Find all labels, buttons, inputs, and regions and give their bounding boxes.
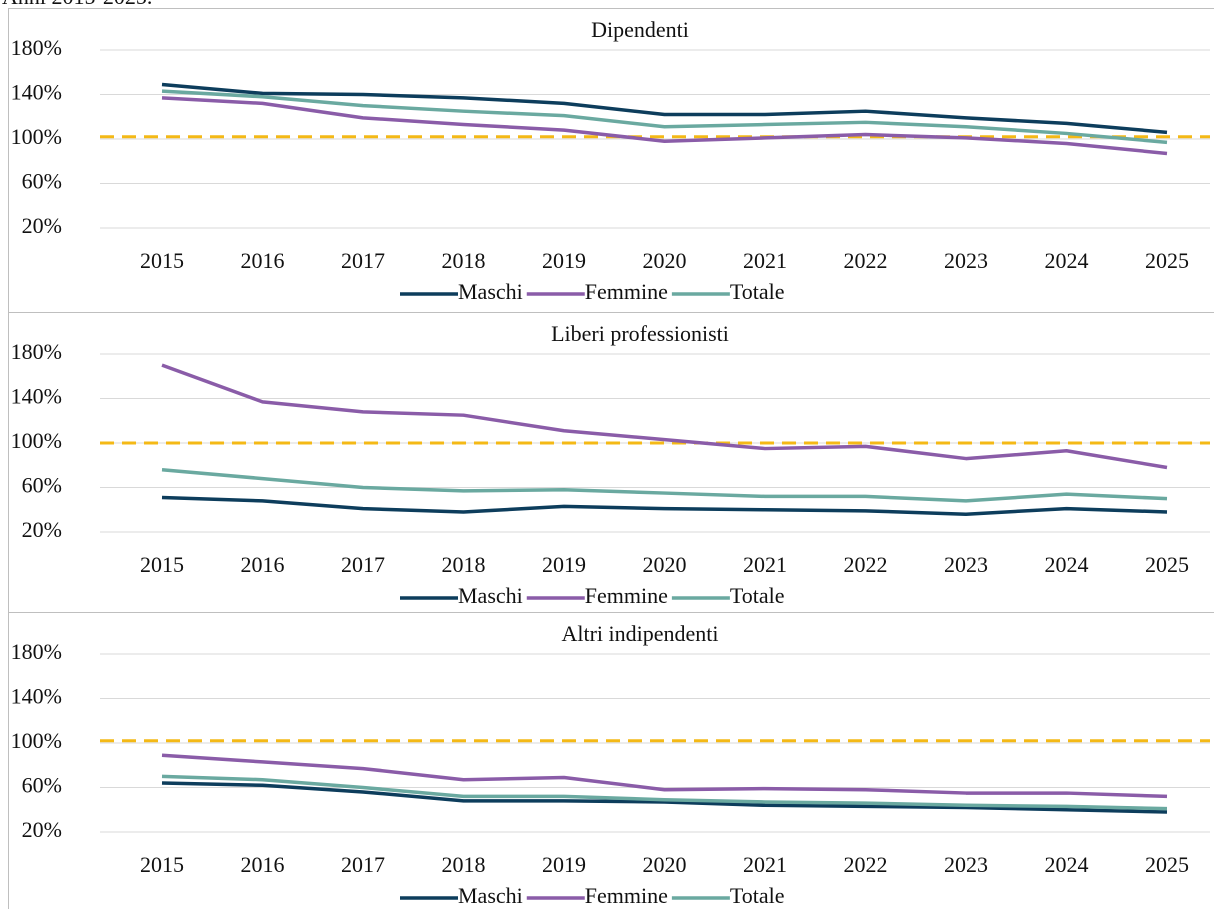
series-line xyxy=(161,82,1168,135)
x-tick-label: 2017 xyxy=(341,248,385,273)
series-line xyxy=(161,781,1168,814)
x-tick-label: 2024 xyxy=(1045,248,1089,273)
chart-title: Altri indipendenti xyxy=(561,621,718,646)
x-tick-label: 2017 xyxy=(341,852,385,877)
legend-label: Femmine xyxy=(585,883,668,908)
legend-label: Maschi xyxy=(458,279,523,304)
series-line xyxy=(161,363,1168,470)
y-tick-label: 100% xyxy=(11,124,62,149)
chart-panel: Dipendenti 20% 60% 100% 140% 180% 2015 2016 2017… xyxy=(8,8,1214,313)
legend-label: Totale xyxy=(730,279,785,304)
x-tick-label: 2015 xyxy=(140,852,184,877)
x-tick-label: 2016 xyxy=(241,248,285,273)
chart-panel: Altri indipendenti 20% 60% 100% 140% 180% 2015… xyxy=(8,612,1214,909)
panel-border xyxy=(8,8,1214,313)
x-tick-label: 2025 xyxy=(1145,248,1189,273)
x-tick-label: 2020 xyxy=(643,248,687,273)
legend-label: Femmine xyxy=(585,583,668,608)
x-tick-label: 2023 xyxy=(944,248,988,273)
y-tick-label: 140% xyxy=(11,80,62,105)
series-line xyxy=(161,495,1168,516)
y-tick-label: 100% xyxy=(11,428,62,453)
y-tick-label: 180% xyxy=(11,35,62,60)
legend: Maschi Femmine Totale xyxy=(400,883,785,908)
y-tick-label: 20% xyxy=(22,517,62,542)
x-tick-label: 2022 xyxy=(844,552,888,577)
x-tick-label: 2023 xyxy=(944,552,988,577)
x-tick-label: 2021 xyxy=(743,248,787,273)
x-tick-label: 2020 xyxy=(643,852,687,877)
x-tick-label: 2015 xyxy=(140,248,184,273)
legend-label: Maschi xyxy=(458,583,523,608)
legend-label: Totale xyxy=(730,583,785,608)
chart-title: Dipendenti xyxy=(591,17,689,42)
x-tick-label: 2024 xyxy=(1045,852,1089,877)
x-tick-label: 2022 xyxy=(844,852,888,877)
x-tick-label: 2023 xyxy=(944,852,988,877)
series-line xyxy=(161,467,1168,503)
x-tick-label: 2019 xyxy=(542,248,586,273)
y-tick-label: 100% xyxy=(11,728,62,753)
panel-border xyxy=(8,312,1214,613)
series-line xyxy=(161,96,1168,156)
y-tick-label: 20% xyxy=(22,213,62,238)
y-tick-label: 20% xyxy=(22,817,62,842)
legend: Maschi Femmine Totale xyxy=(400,583,785,608)
series-line xyxy=(161,89,1168,145)
y-tick-label: 180% xyxy=(11,639,62,664)
legend: Maschi Femmine Totale xyxy=(400,279,785,304)
legend-label: Totale xyxy=(730,883,785,908)
y-tick-label: 180% xyxy=(11,339,62,364)
x-tick-label: 2016 xyxy=(241,852,285,877)
legend-label: Femmine xyxy=(585,279,668,304)
x-tick-label: 2018 xyxy=(442,552,486,577)
x-tick-label: 2025 xyxy=(1145,852,1189,877)
x-tick-label: 2022 xyxy=(844,248,888,273)
y-tick-label: 140% xyxy=(11,384,62,409)
series-line xyxy=(161,774,1168,811)
x-tick-label: 2018 xyxy=(442,248,486,273)
x-tick-label: 2020 xyxy=(643,552,687,577)
x-tick-label: 2017 xyxy=(341,552,385,577)
panel-border xyxy=(8,612,1214,909)
legend-label: Maschi xyxy=(458,883,523,908)
caption: Anni 2015-2025. xyxy=(2,0,152,9)
chart-panel: Liberi professionisti 20% 60% 100% 140% 180% 2… xyxy=(8,312,1214,613)
x-tick-label: 2021 xyxy=(743,552,787,577)
chart-title: Liberi professionisti xyxy=(551,321,729,346)
series-line xyxy=(161,753,1168,799)
x-tick-label: 2021 xyxy=(743,852,787,877)
x-tick-label: 2024 xyxy=(1045,552,1089,577)
x-tick-label: 2019 xyxy=(542,852,586,877)
x-tick-label: 2016 xyxy=(241,552,285,577)
y-tick-label: 60% xyxy=(22,473,62,498)
y-tick-label: 60% xyxy=(22,169,62,194)
x-tick-label: 2019 xyxy=(542,552,586,577)
y-tick-label: 140% xyxy=(11,684,62,709)
x-tick-label: 2025 xyxy=(1145,552,1189,577)
x-tick-label: 2018 xyxy=(442,852,486,877)
y-tick-label: 60% xyxy=(22,773,62,798)
x-tick-label: 2015 xyxy=(140,552,184,577)
